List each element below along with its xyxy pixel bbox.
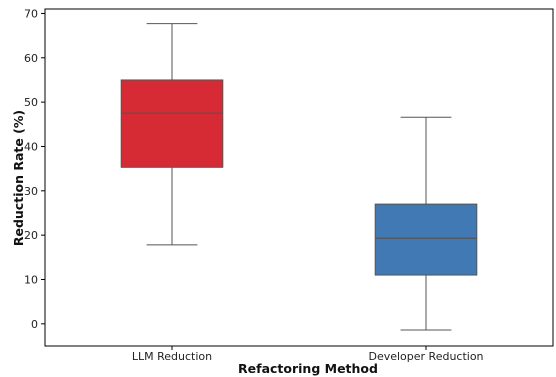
x-tick-label: LLM Reduction [132,350,212,363]
y-tick-label: 10 [24,273,38,286]
x-axis-label: Refactoring Method [238,361,378,376]
y-axis-ticks: 0 10 20 30 40 50 60 70 [24,7,45,331]
y-tick-label: 20 [24,229,38,242]
y-tick-label: 60 [24,52,38,65]
y-tick-label: 50 [24,96,38,109]
boxes [120,23,478,331]
y-axis-label: Reduction Rate (%) [11,110,26,246]
y-tick-label: 0 [31,318,38,331]
y-tick-label: 30 [24,185,38,198]
box-1 [374,116,478,331]
x-axis-ticks: LLM Reduction Developer Reduction [132,346,484,363]
y-tick-label: 40 [24,140,38,153]
box-iqr [120,79,224,168]
y-tick-label: 70 [24,7,38,20]
box-iqr [374,203,478,276]
box-0 [120,23,224,246]
x-tick-label: Developer Reduction [368,350,483,363]
plot-frame [44,8,554,347]
